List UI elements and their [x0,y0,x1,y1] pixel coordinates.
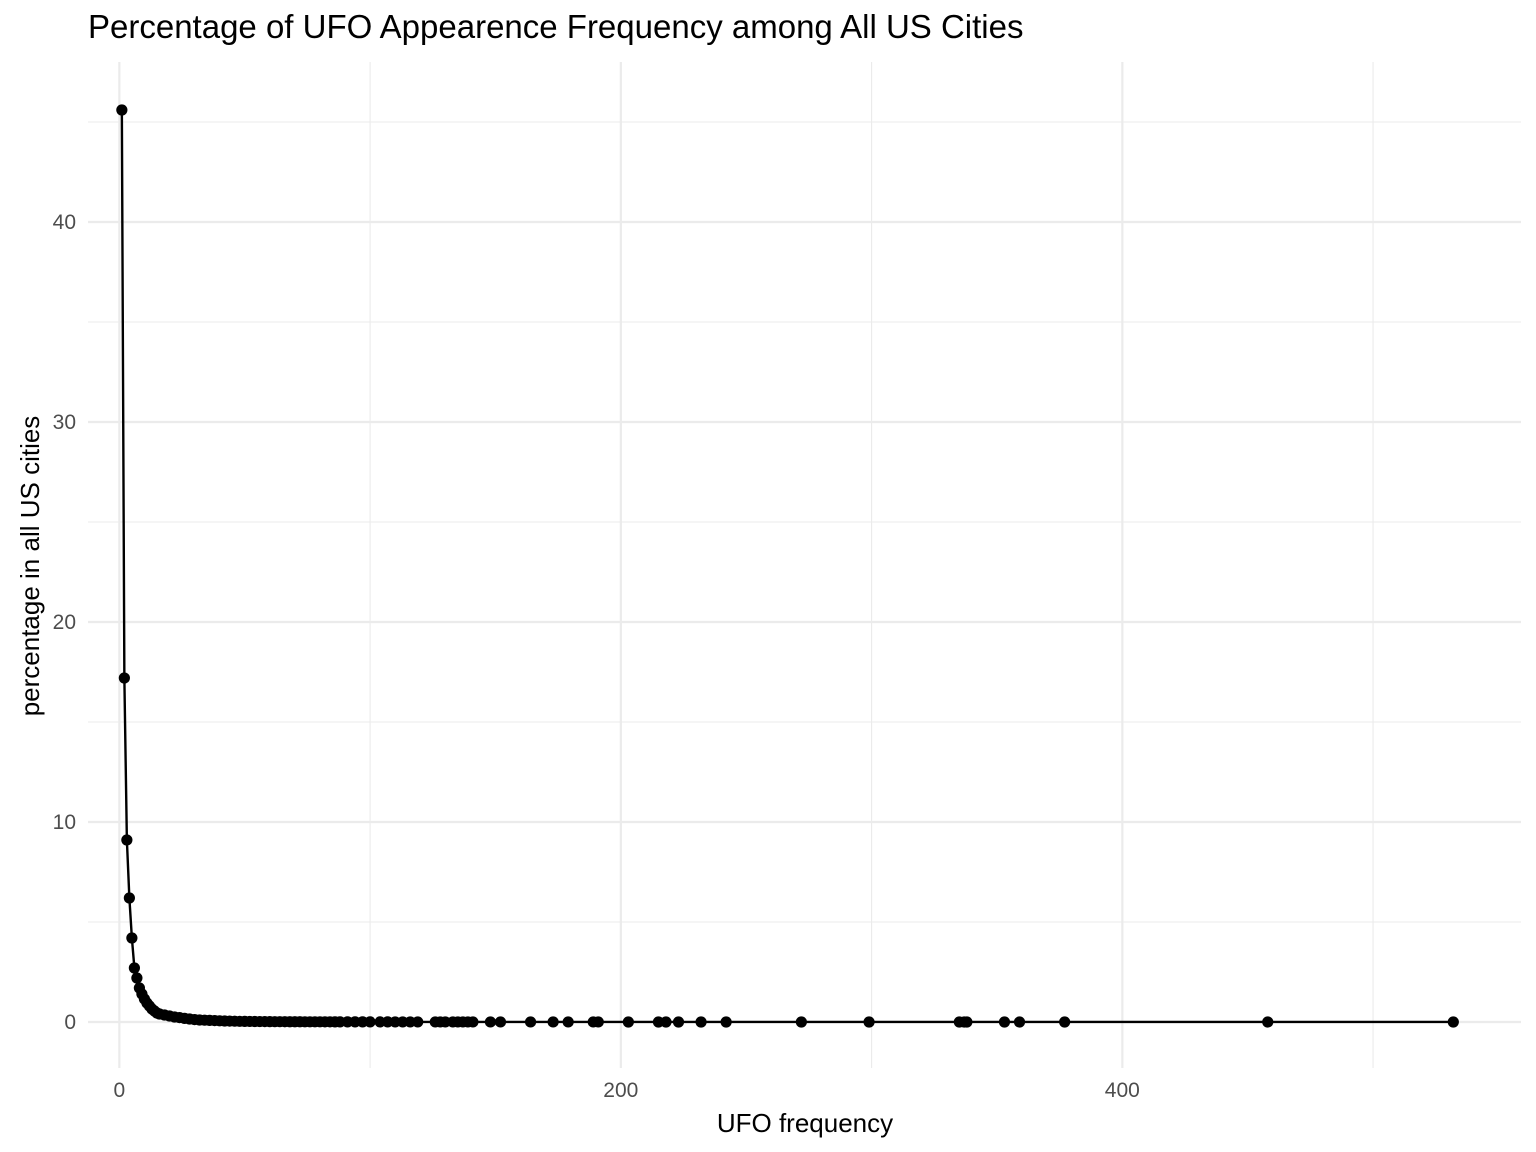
data-point [1262,1016,1274,1028]
data-point [116,104,128,116]
data-point [126,932,138,944]
data-point [1447,1016,1459,1028]
y-axis-title: percentage in all US cities [15,416,45,717]
data-point [484,1016,497,1028]
data-point [695,1016,707,1028]
data-series [116,104,1459,1028]
y-tick-label: 30 [53,411,76,434]
data-point [524,1016,537,1028]
data-point [121,834,133,846]
x-tick-label: 200 [603,1079,638,1102]
data-point [622,1016,634,1028]
data-point [547,1016,559,1028]
data-point [118,672,130,684]
major-gridlines [88,62,1521,1068]
y-tick-label: 20 [53,611,76,634]
data-point [795,1016,807,1028]
x-axis-tick-labels: 0 200 400 [113,1079,1139,1102]
data-point [660,1016,672,1028]
minor-gridlines [88,62,1521,1068]
y-tick-label: 10 [53,811,76,834]
x-tick-label: 400 [1105,1079,1140,1102]
data-point [1013,1016,1026,1028]
data-point [672,1016,685,1028]
y-tick-label: 40 [53,211,76,234]
data-point [592,1016,604,1028]
y-tick-label: 0 [64,1011,76,1034]
chart-title: Percentage of UFO Appearence Frequency a… [88,8,1024,45]
data-point [863,1016,875,1028]
x-axis-title: UFO frequency [717,1108,893,1138]
data-point [998,1016,1011,1028]
data-point [123,892,135,904]
data-point [364,1016,376,1028]
x-tick-label: 0 [113,1079,125,1102]
data-point [494,1016,507,1028]
data-point [131,972,143,984]
data-point [961,1016,973,1028]
series-line [120,109,1454,1024]
data-point [128,962,140,974]
data-point [562,1016,574,1028]
y-axis-tick-labels: 0 10 20 30 40 [53,211,76,1034]
data-point [720,1016,732,1028]
data-point [412,1016,424,1028]
data-point [467,1016,479,1028]
data-point [1059,1016,1071,1028]
